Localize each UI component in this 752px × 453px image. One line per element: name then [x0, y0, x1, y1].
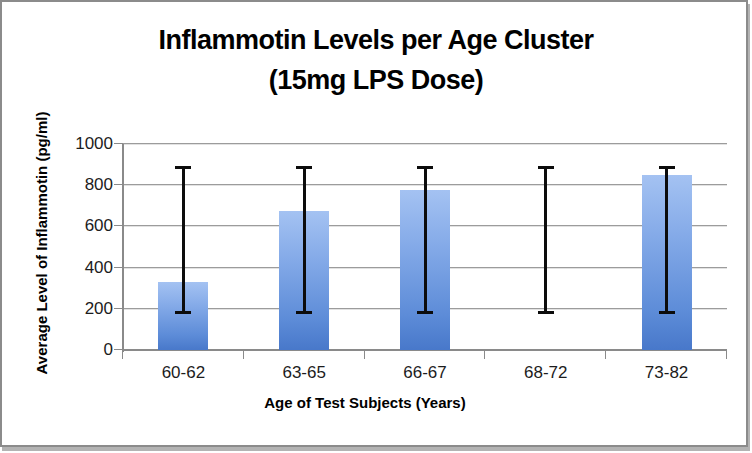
- x-tick-mark: [726, 351, 727, 359]
- y-axis-line: [122, 144, 124, 352]
- x-tick-mark: [122, 351, 123, 359]
- error-bar-cap-bottom-73-82: [659, 311, 675, 314]
- y-tick-label: 800: [55, 175, 113, 195]
- error-bar-60-62: [182, 167, 185, 313]
- x-axis-title: Age of Test Subjects (Years): [165, 394, 565, 411]
- x-tick-mark: [605, 351, 606, 359]
- error-bar-cap-bottom-66-67: [417, 311, 433, 314]
- x-tick-mark: [243, 351, 244, 359]
- y-tick-label: 600: [55, 216, 113, 236]
- error-bar-68-72: [544, 167, 547, 313]
- error-bar-cap-top-63-65: [296, 166, 312, 169]
- y-tick-label: 200: [55, 299, 113, 319]
- error-bar-cap-bottom-60-62: [175, 311, 191, 314]
- error-bar-cap-bottom-68-72: [538, 311, 554, 314]
- y-tick-label: 1000: [55, 134, 113, 154]
- error-bar-66-67: [424, 167, 427, 313]
- error-bar-73-82: [665, 167, 668, 313]
- y-axis-title: Average Level of Inflammotin (pg/ml): [33, 82, 55, 404]
- chart-title-line-1: Inflammotin Levels per Age Cluster: [0, 20, 752, 60]
- x-category-label: 63-65: [259, 362, 349, 384]
- chart-canvas: Inflammotin Levels per Age Cluster (15mg…: [0, 0, 752, 453]
- error-bar-cap-top-66-67: [417, 166, 433, 169]
- y-tick-label: 400: [55, 258, 113, 278]
- x-category-label: 66-67: [380, 362, 470, 384]
- x-category-label: 73-82: [622, 362, 712, 384]
- error-bar-cap-top-60-62: [175, 166, 191, 169]
- error-bar-cap-bottom-63-65: [296, 311, 312, 314]
- gridline: [123, 143, 727, 145]
- error-bar-63-65: [303, 167, 306, 313]
- error-bar-cap-top-68-72: [538, 166, 554, 169]
- y-tick-label: 0: [55, 340, 113, 360]
- error-bar-cap-top-73-82: [659, 166, 675, 169]
- x-tick-mark: [364, 351, 365, 359]
- x-category-label: 60-62: [138, 362, 228, 384]
- chart-title: Inflammotin Levels per Age Cluster (15mg…: [0, 20, 752, 100]
- x-tick-mark: [484, 351, 485, 359]
- chart-title-line-2: (15mg LPS Dose): [0, 60, 752, 100]
- x-category-label: 68-72: [501, 362, 591, 384]
